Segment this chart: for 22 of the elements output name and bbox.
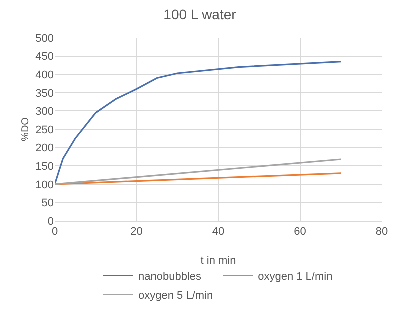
y-tick-label: 250 <box>36 124 54 136</box>
y-tick-label: 0 <box>48 216 54 228</box>
x-tick-label: 80 <box>376 226 388 238</box>
y-tick-label: 150 <box>36 160 54 173</box>
line-series <box>55 60 342 186</box>
x-tick-label: 40 <box>212 226 225 238</box>
y-tick-label: 500 <box>36 32 54 45</box>
y-tick-label: 350 <box>36 88 54 100</box>
legend-label: nanobubbles <box>138 271 202 284</box>
chart-title: 100 L water <box>164 6 237 22</box>
legend-label: oxygen 5 L/min <box>138 290 214 302</box>
y-tick-label: 450 <box>36 51 54 64</box>
y-axis-title: %DO <box>20 117 32 142</box>
y-tick-label: 100 <box>36 179 54 192</box>
x-tick-label: 60 <box>294 226 306 238</box>
y-tick-label: 50 <box>42 198 54 210</box>
legend-label: oxygen 1 L/min <box>258 271 333 284</box>
y-tick-label: 400 <box>36 69 54 82</box>
x-tick-label: 20 <box>130 226 143 238</box>
y-tick-label: 200 <box>36 142 54 155</box>
y-tick-label: 300 <box>36 106 54 118</box>
x-axis-title: t in min <box>200 255 236 267</box>
